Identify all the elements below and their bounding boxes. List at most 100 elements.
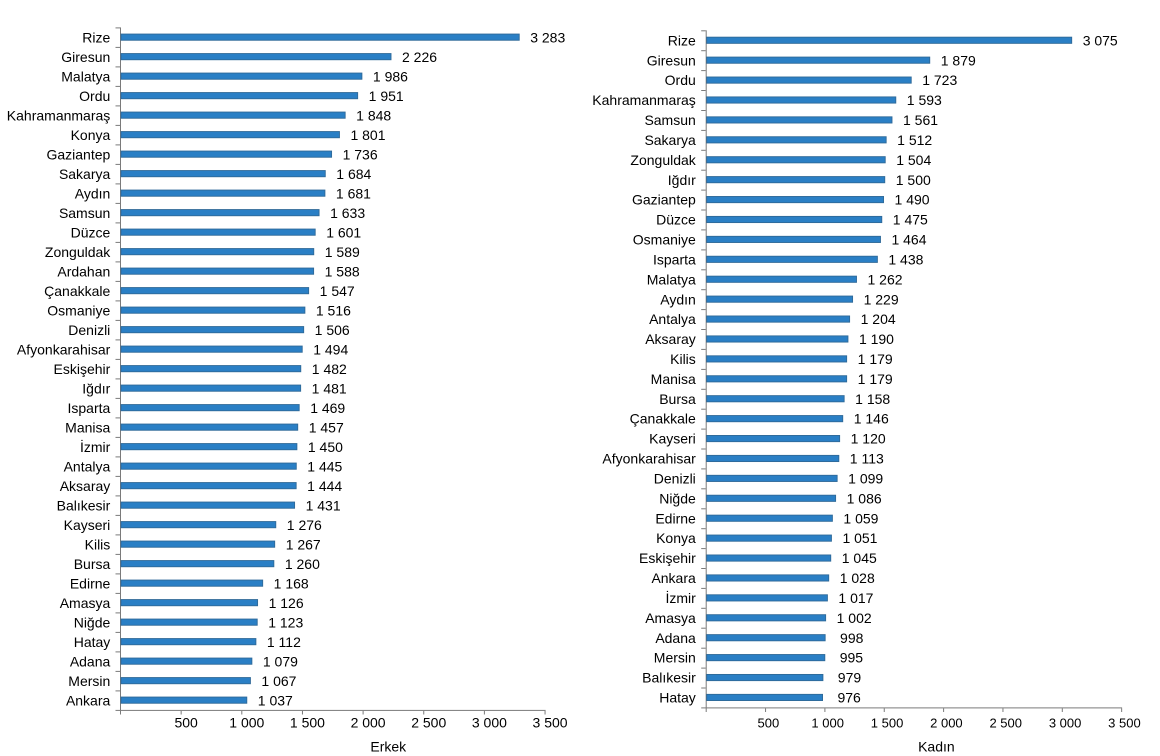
svg-text:1 086: 1 086	[847, 490, 882, 506]
svg-text:995: 995	[840, 650, 864, 666]
svg-text:Adana: Adana	[655, 630, 696, 646]
svg-text:1 500: 1 500	[290, 715, 325, 731]
svg-text:1 059: 1 059	[843, 510, 878, 526]
svg-text:1 561: 1 561	[903, 112, 938, 128]
svg-text:Bursa: Bursa	[74, 556, 111, 572]
svg-text:Ordu: Ordu	[79, 88, 110, 104]
svg-text:Eskişehir: Eskişehir	[639, 550, 696, 566]
svg-text:1 801: 1 801	[350, 127, 385, 143]
svg-text:1 723: 1 723	[922, 72, 957, 88]
svg-text:Rize: Rize	[668, 32, 696, 48]
svg-text:1 469: 1 469	[310, 400, 345, 416]
svg-text:Ankara: Ankara	[651, 570, 696, 586]
svg-text:1 547: 1 547	[320, 283, 355, 299]
svg-text:Erkek: Erkek	[370, 739, 407, 755]
svg-text:Iğdır: Iğdır	[668, 172, 696, 188]
svg-text:1 000: 1 000	[229, 715, 264, 731]
svg-text:1 482: 1 482	[312, 361, 347, 377]
svg-text:Aksaray: Aksaray	[645, 331, 696, 347]
svg-text:Bursa: Bursa	[659, 391, 696, 407]
svg-text:Eskişehir: Eskişehir	[54, 361, 111, 377]
svg-text:Zonguldak: Zonguldak	[630, 152, 696, 168]
svg-text:Kadın: Kadın	[918, 739, 955, 755]
svg-text:Isparta: Isparta	[653, 251, 696, 267]
svg-text:1 444: 1 444	[307, 478, 342, 494]
svg-text:Mersin: Mersin	[68, 673, 110, 689]
svg-text:1 588: 1 588	[325, 263, 360, 279]
svg-text:1 179: 1 179	[858, 371, 893, 387]
svg-text:3 075: 3 075	[1083, 32, 1118, 48]
svg-text:1 079: 1 079	[263, 653, 298, 669]
svg-text:Konya: Konya	[71, 127, 111, 143]
svg-text:3 000: 3 000	[472, 715, 507, 731]
svg-text:Düzce: Düzce	[71, 224, 111, 240]
svg-text:979: 979	[838, 670, 862, 686]
svg-text:Edirne: Edirne	[655, 510, 696, 526]
svg-text:1 000: 1 000	[811, 716, 844, 731]
svg-text:1 204: 1 204	[861, 311, 896, 327]
svg-text:Giresun: Giresun	[61, 49, 110, 65]
svg-text:Ordu: Ordu	[665, 72, 696, 88]
svg-text:Sakarya: Sakarya	[59, 166, 111, 182]
svg-text:1 736: 1 736	[343, 146, 378, 162]
svg-text:1 457: 1 457	[309, 419, 344, 435]
svg-text:1 146: 1 146	[854, 411, 889, 427]
svg-text:1 045: 1 045	[842, 550, 877, 566]
svg-text:1 260: 1 260	[285, 556, 320, 572]
svg-text:Aksaray: Aksaray	[60, 478, 111, 494]
svg-text:2 000: 2 000	[351, 715, 386, 731]
svg-text:2 226: 2 226	[402, 49, 437, 65]
svg-text:1 494: 1 494	[313, 341, 348, 357]
svg-text:Balıkesir: Balıkesir	[642, 670, 696, 686]
svg-text:1 951: 1 951	[369, 88, 404, 104]
svg-text:Osmaniye: Osmaniye	[47, 302, 110, 318]
svg-text:Afyonkarahisar: Afyonkarahisar	[17, 341, 111, 357]
svg-text:Hatay: Hatay	[659, 690, 696, 706]
svg-text:Antalya: Antalya	[64, 458, 111, 474]
svg-text:İzmir: İzmir	[80, 438, 111, 455]
svg-text:Iğdır: Iğdır	[82, 380, 110, 396]
svg-text:1 450: 1 450	[308, 439, 343, 455]
svg-text:Denizli: Denizli	[654, 470, 696, 486]
svg-text:1 037: 1 037	[258, 692, 293, 708]
svg-text:Denizli: Denizli	[68, 322, 110, 338]
svg-text:1 017: 1 017	[838, 590, 873, 606]
svg-text:2 000: 2 000	[930, 716, 963, 731]
svg-text:1 051: 1 051	[842, 530, 877, 546]
svg-text:1 028: 1 028	[840, 570, 875, 586]
svg-text:1 601: 1 601	[326, 224, 361, 240]
svg-text:1 179: 1 179	[858, 351, 893, 367]
svg-text:Gaziantep: Gaziantep	[632, 192, 696, 208]
svg-text:1 512: 1 512	[897, 132, 932, 148]
svg-text:1 490: 1 490	[895, 192, 930, 208]
svg-text:Manisa: Manisa	[651, 371, 696, 387]
svg-text:Zonguldak: Zonguldak	[45, 244, 111, 260]
svg-text:Giresun: Giresun	[647, 52, 696, 68]
svg-text:1 684: 1 684	[336, 166, 371, 182]
svg-text:1 464: 1 464	[891, 232, 926, 248]
svg-text:1 002: 1 002	[837, 610, 872, 626]
svg-text:Düzce: Düzce	[656, 212, 696, 228]
svg-text:Ardahan: Ardahan	[57, 263, 110, 279]
svg-text:Hatay: Hatay	[74, 634, 111, 650]
svg-text:Edirne: Edirne	[70, 575, 111, 591]
svg-text:976: 976	[837, 690, 861, 706]
svg-text:1 589: 1 589	[325, 244, 360, 260]
svg-text:1 879: 1 879	[941, 52, 976, 68]
svg-text:İzmir: İzmir	[665, 589, 696, 606]
svg-text:Niğde: Niğde	[74, 614, 111, 630]
svg-text:Kahramanmaraş: Kahramanmaraş	[7, 107, 111, 123]
svg-text:1 123: 1 123	[268, 614, 303, 630]
svg-text:3 500: 3 500	[1108, 716, 1141, 731]
svg-text:1 112: 1 112	[267, 634, 301, 650]
svg-text:Osmaniye: Osmaniye	[633, 232, 696, 248]
svg-text:998: 998	[840, 630, 864, 646]
svg-text:1 681: 1 681	[336, 185, 371, 201]
svg-text:1 593: 1 593	[907, 92, 942, 108]
svg-text:1 113: 1 113	[850, 451, 884, 467]
svg-text:Kayseri: Kayseri	[64, 517, 111, 533]
svg-text:Antalya: Antalya	[649, 311, 696, 327]
svg-text:Sakarya: Sakarya	[644, 132, 696, 148]
svg-text:3 500: 3 500	[533, 715, 568, 731]
svg-text:Kahramanmaraş: Kahramanmaraş	[592, 92, 696, 108]
